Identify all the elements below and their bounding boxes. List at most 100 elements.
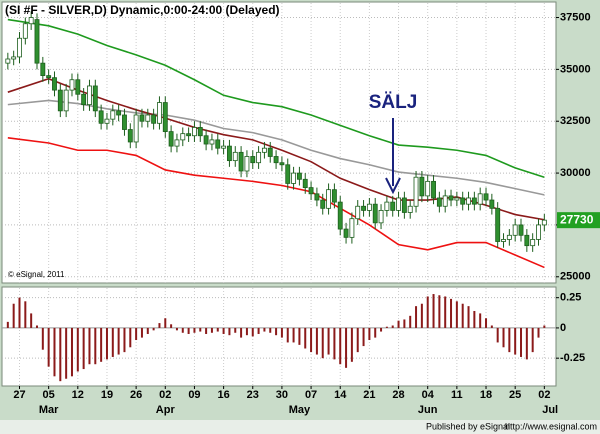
candle-body <box>162 102 168 132</box>
histogram-bar <box>152 327 155 331</box>
histogram-bar <box>257 327 260 334</box>
histogram-bar <box>467 306 470 328</box>
annotation: SÄLJ <box>369 92 418 113</box>
histogram-bar <box>461 303 464 328</box>
histogram-bar <box>514 327 517 355</box>
candle-body <box>63 89 69 112</box>
candle-body <box>366 203 372 211</box>
histogram-bar <box>350 327 353 362</box>
histogram-bar <box>47 327 50 367</box>
histogram-bar <box>275 327 278 336</box>
candle-body <box>127 129 133 143</box>
x-tick-label: 07 <box>305 389 317 401</box>
candle-body <box>40 62 46 76</box>
candle-body <box>506 234 512 240</box>
month-label: Jun <box>418 404 438 416</box>
candle-body <box>145 114 151 122</box>
x-tick-label: 18 <box>480 389 492 401</box>
histogram-bar <box>321 327 324 359</box>
histogram-bar <box>187 327 190 334</box>
histogram-bar <box>310 327 313 353</box>
candle-body <box>501 239 506 242</box>
candle-body <box>22 23 28 39</box>
histogram-bar <box>450 298 453 328</box>
candle-body <box>75 79 81 95</box>
histogram-bar <box>210 327 213 333</box>
candle-body <box>413 176 419 207</box>
histogram-bar <box>70 327 73 377</box>
histogram-bar <box>234 327 237 333</box>
candle-body <box>431 180 436 199</box>
candle-body <box>524 234 530 247</box>
histogram-bar <box>531 327 534 353</box>
histogram-bar <box>525 327 528 360</box>
histogram-bar <box>362 327 365 347</box>
candle-body <box>530 239 536 247</box>
candle-body <box>495 207 501 242</box>
histogram-bar <box>292 327 295 343</box>
histogram-bar <box>76 327 79 372</box>
histogram-bar <box>199 327 202 332</box>
candle-body <box>46 75 52 79</box>
histogram-bar <box>269 327 272 333</box>
candle-body <box>17 37 22 58</box>
oscillator-panel <box>1 286 557 387</box>
candle-body <box>215 139 221 149</box>
annotation-arrowhead <box>385 177 401 195</box>
histogram-bar <box>222 327 225 334</box>
candle-body <box>133 114 139 143</box>
histogram-bar <box>502 327 505 348</box>
candle-body <box>250 156 256 164</box>
candle-body <box>186 133 192 137</box>
candle-body <box>92 85 98 112</box>
histogram-bar <box>53 327 56 377</box>
candle-body <box>122 114 127 130</box>
histogram-bar <box>339 327 342 365</box>
candle-body <box>157 102 162 124</box>
candle-body <box>273 156 279 164</box>
histogram-bar <box>345 327 348 368</box>
x-tick-label: 23 <box>247 389 259 401</box>
candle-body <box>308 187 314 195</box>
candle-body <box>110 110 116 120</box>
candle-body <box>174 139 180 147</box>
candle-body <box>483 193 489 201</box>
candle-body <box>87 85 92 106</box>
candle-body <box>326 189 332 209</box>
x-tick-label: 16 <box>217 389 229 401</box>
histogram-bar <box>315 327 318 355</box>
histogram-bar <box>228 327 231 336</box>
histogram-bar <box>397 320 400 328</box>
candle-body <box>401 197 407 213</box>
histogram-bar <box>146 327 149 334</box>
histogram-bar <box>100 327 103 362</box>
candle-body <box>238 151 244 172</box>
histogram-bar <box>298 327 301 345</box>
candle-body <box>302 178 308 188</box>
histogram-bar <box>391 325 394 328</box>
footer-publisher: Published by eSignal <box>426 421 510 431</box>
histogram-bar <box>35 325 38 328</box>
last-price-box <box>557 212 600 229</box>
candle-body <box>52 77 57 91</box>
candle-body <box>407 205 413 213</box>
y-tick-label: 0 <box>560 322 566 334</box>
histogram-bar <box>286 327 289 343</box>
histogram-bar <box>18 297 21 328</box>
histogram-bar <box>374 327 377 338</box>
candle-body <box>226 145 232 162</box>
candle-body <box>197 127 203 137</box>
histogram-bar <box>304 327 307 349</box>
histogram-bar <box>455 301 458 328</box>
histogram-bar <box>123 327 126 353</box>
candle-body <box>536 224 541 240</box>
indicator-line <box>7 18 545 178</box>
candle-body <box>192 127 197 137</box>
histogram-bar <box>473 310 476 328</box>
histogram-bar <box>140 327 143 338</box>
histogram-bar <box>135 327 138 341</box>
histogram-bar <box>205 327 208 334</box>
marks <box>2 3 559 389</box>
candle-body <box>203 135 209 145</box>
